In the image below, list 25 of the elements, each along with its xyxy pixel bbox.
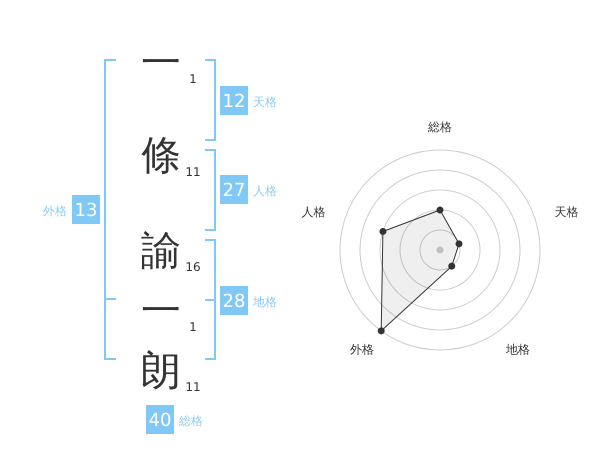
text: 地格 — [252, 295, 277, 309]
spoke-label: 地格 — [505, 342, 530, 357]
text: 外格 — [43, 204, 67, 218]
text: 條 — [141, 133, 181, 179]
text: 28 — [222, 291, 246, 312]
text: 11 — [185, 380, 201, 394]
text: 40 — [148, 410, 172, 431]
text: 総格 — [178, 414, 203, 428]
text: 諭 — [141, 228, 181, 274]
spoke-label: 人格 — [302, 204, 326, 219]
text: 朗 — [141, 348, 181, 394]
text: 11 — [185, 165, 201, 179]
text: 人格 — [253, 184, 277, 198]
text: 一 — [141, 40, 181, 86]
spoke-label: 天格 — [554, 204, 578, 219]
spoke-label: 外格 — [350, 342, 374, 357]
text: 12 — [222, 91, 246, 112]
text: 27 — [222, 180, 246, 201]
text: 1 — [189, 72, 197, 86]
spoke-label: 総格 — [427, 120, 452, 134]
text: 13 — [74, 200, 98, 221]
text: 16 — [185, 260, 201, 274]
text: 天格 — [253, 95, 277, 109]
text: 一 — [141, 288, 181, 334]
text: 1 — [189, 320, 197, 334]
